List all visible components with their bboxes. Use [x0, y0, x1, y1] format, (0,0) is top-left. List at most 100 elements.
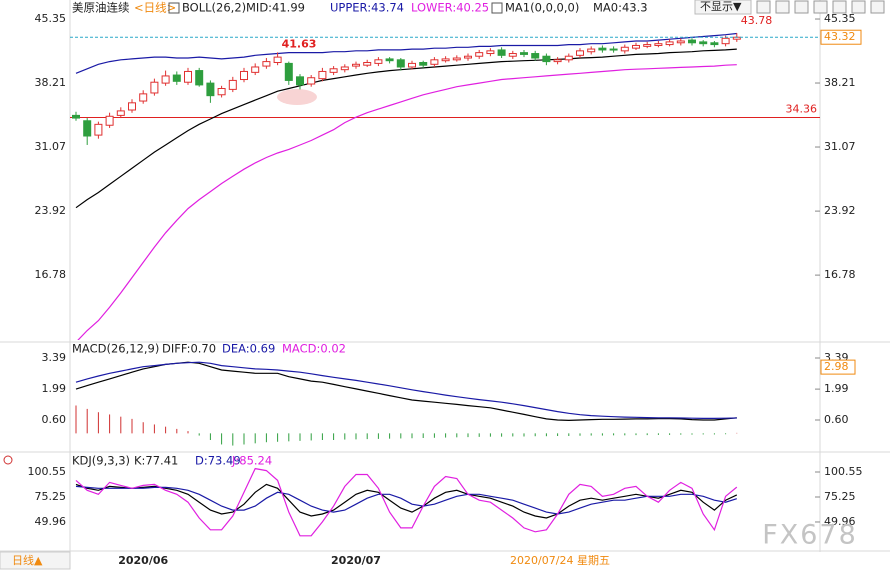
period-button[interactable] [0, 551, 71, 570]
y-tick-label: 16.78 [35, 268, 67, 281]
candle-body [419, 61, 428, 66]
series-line [75, 32, 737, 74]
candle-body [587, 48, 596, 53]
value-marker-label: 2.98 [824, 360, 849, 373]
candle-body [184, 70, 192, 83]
candle-body [643, 44, 652, 47]
legend-upper: UPPER:43.74 [330, 1, 404, 15]
candle-body [116, 110, 125, 116]
legend-j: J:85.24 [231, 454, 272, 468]
candle-body [139, 93, 148, 102]
candle-body [665, 41, 674, 46]
candle-body [464, 55, 472, 59]
candle-body [408, 62, 416, 68]
icon[interactable] [3, 455, 13, 465]
icon[interactable] [168, 2, 180, 14]
kdj-plot [75, 467, 738, 537]
legend-lower: LOWER:40.25 [411, 1, 489, 15]
candle-body [94, 123, 103, 136]
y-tick-label: 31.07 [824, 140, 856, 153]
candle-body [396, 59, 405, 68]
overlay-value: MA0:43.3 [593, 1, 648, 15]
candle-body [486, 50, 495, 55]
candle-body [195, 70, 204, 86]
candle-body [576, 50, 584, 56]
high-annotation: 41.63 [282, 37, 317, 50]
candle-body [262, 61, 271, 67]
icon[interactable] [491, 2, 503, 14]
series-line [75, 361, 737, 419]
y-tick-label: 3.39 [42, 351, 67, 364]
candle-body [251, 66, 260, 73]
legend-diff: DIFF:0.70 [162, 342, 216, 356]
x-tick-label: 2020/06 [118, 554, 168, 567]
indicator: BOLL(26,2) [182, 1, 246, 15]
y-tick-label: 45.35 [824, 12, 856, 25]
legend-k: K:77.41 [134, 454, 178, 468]
candle-body [307, 77, 316, 85]
price-marker [820, 29, 862, 45]
toggle-label[interactable]: 不显示▼ [700, 0, 742, 13]
candle-body [609, 48, 618, 51]
macd-plot [75, 361, 738, 446]
candle-body [72, 114, 80, 119]
highlight [277, 89, 317, 105]
high-annotation: 43.78 [741, 14, 773, 27]
y-tick-label: 100.55 [28, 465, 67, 478]
candle-body [710, 42, 719, 46]
candle-body [564, 55, 573, 61]
value-marker [820, 359, 856, 375]
candle-body [128, 102, 136, 111]
overlay: 45.35 45.35 38.21 38.21 31.07 31.07 23.92 23.92… [28, 12, 863, 567]
candle-body [206, 82, 215, 97]
candle-body [553, 59, 562, 63]
candle-body [150, 81, 159, 94]
candle-body [520, 52, 528, 55]
series-line [77, 64, 737, 340]
legend-d: D:73.49 [195, 454, 241, 468]
candle-body [688, 39, 696, 44]
symbol: 美原油连续 [72, 1, 130, 15]
candle-body [161, 75, 170, 84]
y-tick-label: 45.35 [35, 12, 67, 25]
candle-body [284, 62, 293, 81]
candle-body [598, 47, 607, 51]
candle-body [329, 68, 338, 73]
candle-body [385, 58, 394, 62]
y-tick-label: 38.21 [824, 76, 856, 89]
legend-dea: DEA:0.69 [222, 342, 275, 356]
macd-title: MACD(26,12,9) [72, 342, 159, 356]
candle-body [721, 37, 730, 45]
candle-body [374, 59, 383, 64]
y-tick-label: 38.21 [35, 76, 67, 89]
y-tick-label: 100.55 [824, 465, 863, 478]
candle-body [363, 61, 372, 66]
legend-macd: MACD:0.02 [282, 342, 346, 356]
candle-body [240, 70, 248, 81]
y-tick-label: 1.99 [42, 382, 67, 395]
y-tick-label: 0.60 [824, 413, 849, 426]
price-plot [70, 32, 820, 340]
x-tick-label: 2020/07 [331, 554, 381, 567]
period-button-label[interactable]: 日线▲ [12, 553, 43, 567]
y-tick-label: 49.96 [35, 515, 67, 528]
candle-body [475, 52, 484, 57]
candle-body [217, 87, 226, 96]
toolbar[interactable] [756, 0, 885, 14]
candle-body [531, 53, 540, 59]
candle-body [452, 57, 461, 61]
y-tick-label: 31.07 [35, 140, 67, 153]
watermark: FX678 [762, 520, 858, 551]
candle-body [318, 70, 327, 80]
period[interactable]: <日线> [134, 1, 176, 15]
toggle-button[interactable] [694, 0, 752, 15]
series-line [75, 483, 738, 519]
y-tick-label: 49.96 [824, 515, 856, 528]
candle-body [699, 41, 708, 45]
candle-body [105, 115, 114, 126]
y-tick-label: 75.25 [35, 490, 67, 503]
series-line [75, 485, 737, 515]
crosshair-date: 2020/07/24 星期五 [510, 554, 610, 567]
